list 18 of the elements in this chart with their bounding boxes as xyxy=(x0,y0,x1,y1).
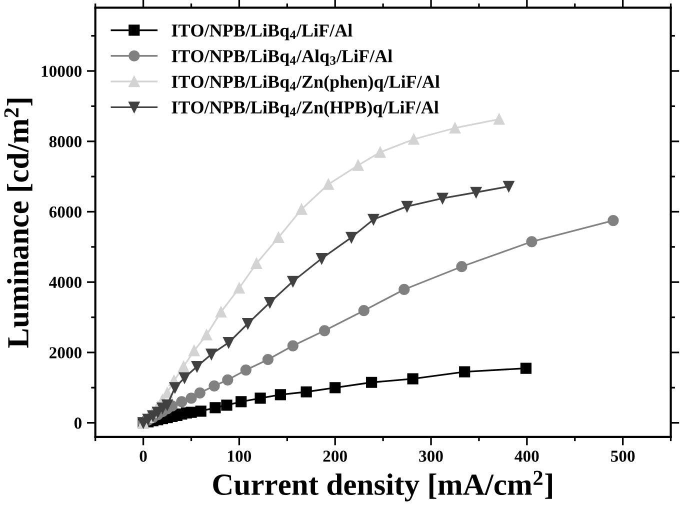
legend-label: ITO/NPB/LiBq$_{4}$/Alq$_{3}$/LiF/Al xyxy=(172,50,392,66)
legend-label: ITO/NPB/LiBq$_{4}$/Zn(phen)q/LiF/Al xyxy=(172,75,440,92)
x-tick-label: 100 xyxy=(228,450,252,462)
legend-label: ITO/NPB/LiBq$_{4}$/Zn(HPB)q/LiF/Al xyxy=(172,100,439,118)
x-tick-label: 0 xyxy=(140,450,147,462)
x-tick-label: 200 xyxy=(323,450,347,462)
y-tick-label: 0 xyxy=(74,418,82,429)
y-tick-label: 10000 xyxy=(42,66,82,77)
x-axis-title: Current density [mA/cm$^{2}$] xyxy=(213,470,552,502)
y-tick-label: 4000 xyxy=(49,276,82,288)
x-tick-label: 500 xyxy=(611,450,635,462)
y-tick-label: 6000 xyxy=(49,206,82,218)
y-axis-title: Luminance [cd/m$^{2}$] xyxy=(4,98,32,348)
legend-label: ITO/NPB/LiBq$_{4}$/LiF/Al xyxy=(172,24,352,40)
y-tick-label: 8000 xyxy=(49,136,82,148)
y-tick-label: 2000 xyxy=(50,347,82,358)
x-tick-label: 300 xyxy=(419,450,443,462)
x-tick-label: 400 xyxy=(514,450,539,462)
